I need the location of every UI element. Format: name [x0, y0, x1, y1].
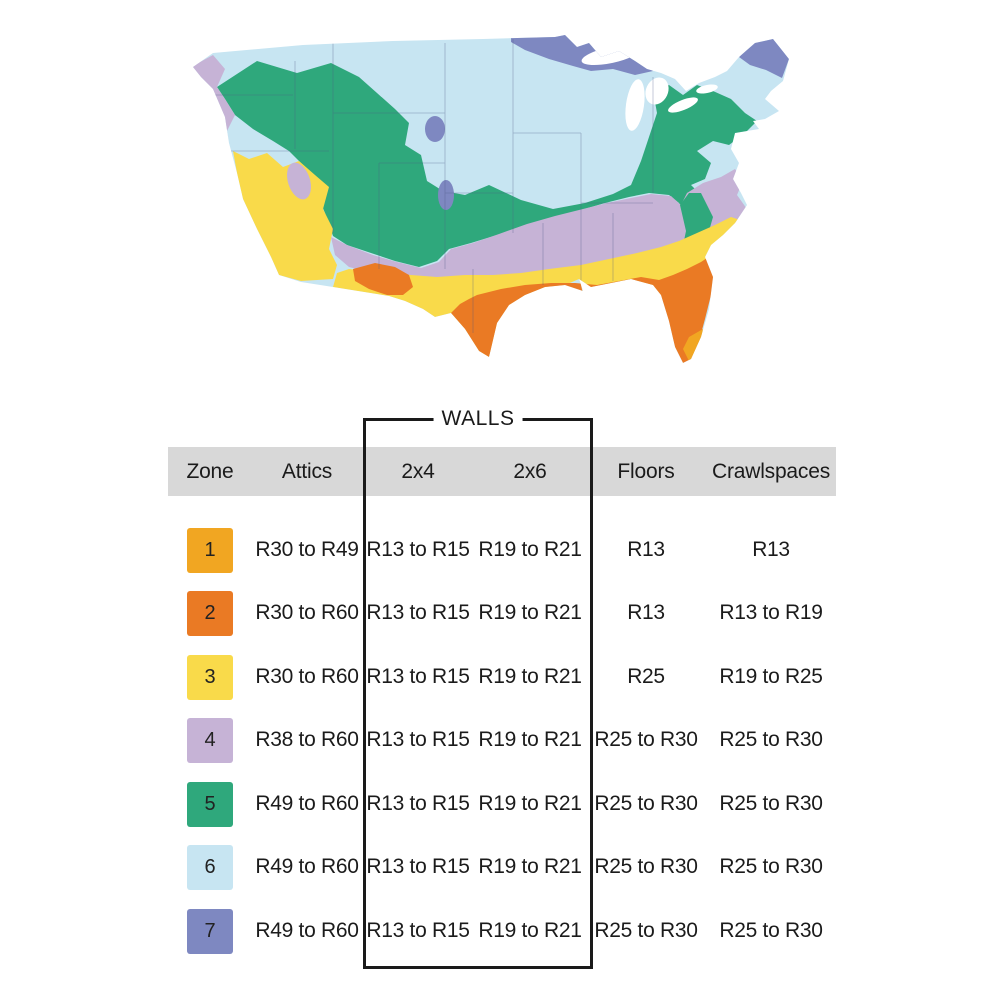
lake-erie [668, 97, 698, 113]
walls-2x6-value: R19 to R21 [478, 855, 582, 878]
attics-value: R49 to R60 [255, 855, 359, 878]
crawlspaces-value: R25 to R30 [719, 855, 823, 878]
us-climate-zone-map [193, 35, 789, 363]
crawlspaces-value: R13 to R19 [719, 601, 823, 624]
floors-value: R13 [627, 538, 665, 561]
zone2-region-gulf-florida [451, 254, 723, 363]
zone-color-swatch: 7 [187, 908, 233, 954]
zone7-region-north [511, 35, 653, 75]
table-row: 2 R30 to R60 R13 to R15 R19 to R21 R13 R… [168, 590, 836, 636]
crawlspaces-value: R19 to R25 [719, 665, 823, 688]
header-walls-2x4: 2x4 [401, 459, 435, 483]
zone-color-swatch: 6 [187, 844, 233, 890]
crawlspaces-value: R25 to R30 [719, 919, 823, 942]
zone3-region-california [233, 151, 337, 281]
table-row: 7 R49 to R60 R13 to R15 R19 to R21 R25 t… [168, 908, 836, 954]
header-floors: Floors [617, 459, 675, 483]
crawlspaces-value: R25 to R30 [719, 728, 823, 751]
attics-value: R49 to R60 [255, 792, 359, 815]
floors-value: R25 [627, 665, 665, 688]
zone-color-swatch: 2 [187, 590, 233, 636]
attics-value: R30 to R60 [255, 601, 359, 624]
attics-value: R30 to R60 [255, 665, 359, 688]
walls-2x4-value: R13 to R15 [366, 855, 470, 878]
zone-color-swatch: 5 [187, 781, 233, 827]
walls-2x4-value: R13 to R15 [366, 538, 470, 561]
walls-2x4-value: R13 to R15 [366, 728, 470, 751]
walls-group-label: WALLS [433, 407, 523, 431]
header-crawlspaces: Crawlspaces [711, 459, 830, 483]
zone-number: 5 [204, 792, 216, 815]
zone-number: 7 [204, 919, 216, 942]
zone-number: 3 [204, 665, 216, 688]
header-zone: Zone [186, 459, 234, 483]
table-row: 1 R30 to R49 R13 to R15 R19 to R21 R13 R… [168, 527, 836, 573]
zone7-region-rockies-2 [438, 180, 454, 210]
walls-2x4-value: R13 to R15 [366, 792, 470, 815]
floors-value: R25 to R30 [594, 919, 698, 942]
walls-group-outline: WALLS [363, 407, 593, 969]
walls-2x6-value: R19 to R21 [478, 538, 582, 561]
table-row: 6 R49 to R60 R13 to R15 R19 to R21 R25 t… [168, 844, 836, 890]
attics-value: R49 to R60 [255, 919, 359, 942]
walls-2x6-value: R19 to R21 [478, 792, 582, 815]
table-row: 5 R49 to R60 R13 to R15 R19 to R21 R25 t… [168, 781, 836, 827]
walls-2x6-value: R19 to R21 [478, 601, 582, 624]
zone-number: 1 [204, 538, 216, 561]
attics-value: R30 to R49 [255, 538, 359, 561]
crawlspaces-value: R13 [752, 538, 790, 561]
attics-value: R38 to R60 [255, 728, 359, 751]
zone-number: 4 [204, 728, 216, 751]
walls-2x4-value: R13 to R15 [366, 665, 470, 688]
floors-value: R25 to R30 [594, 792, 698, 815]
header-attics: Attics [281, 459, 333, 483]
table-row: 3 R30 to R60 R13 to R15 R19 to R21 R25 R… [168, 654, 836, 700]
table-row: 4 R38 to R60 R13 to R15 R19 to R21 R25 t… [168, 717, 836, 763]
header-walls-2x6: 2x6 [513, 459, 547, 483]
floors-value: R25 to R30 [594, 728, 698, 751]
zone-color-swatch: 4 [187, 717, 233, 763]
zone7-region-maine [739, 38, 789, 78]
walls-2x6-value: R19 to R21 [478, 728, 582, 751]
table-header-row: Zone Attics 2x4 2x6 Floors Crawlspaces [168, 447, 836, 496]
zone2-region-arizona [353, 263, 413, 295]
lake-michigan [625, 79, 645, 131]
walls-2x6-value: R19 to R21 [478, 919, 582, 942]
lake-ontario [696, 84, 718, 94]
zone7-region-rockies-1 [425, 116, 445, 142]
zone4-region-sierra [287, 162, 311, 200]
crawlspaces-value: R25 to R30 [719, 792, 823, 815]
zone1-region-florida-tip [683, 329, 703, 361]
zone5-region [217, 61, 757, 275]
walls-2x4-value: R13 to R15 [366, 601, 470, 624]
walls-2x6-value: R19 to R21 [478, 665, 582, 688]
zone-color-swatch: 1 [187, 527, 233, 573]
zone-number: 2 [204, 601, 216, 624]
walls-2x4-value: R13 to R15 [366, 919, 470, 942]
lake-huron [645, 77, 669, 105]
floors-value: R13 [627, 601, 665, 624]
zone-number: 6 [204, 855, 216, 878]
zone-color-swatch: 3 [187, 654, 233, 700]
floors-value: R25 to R30 [594, 855, 698, 878]
